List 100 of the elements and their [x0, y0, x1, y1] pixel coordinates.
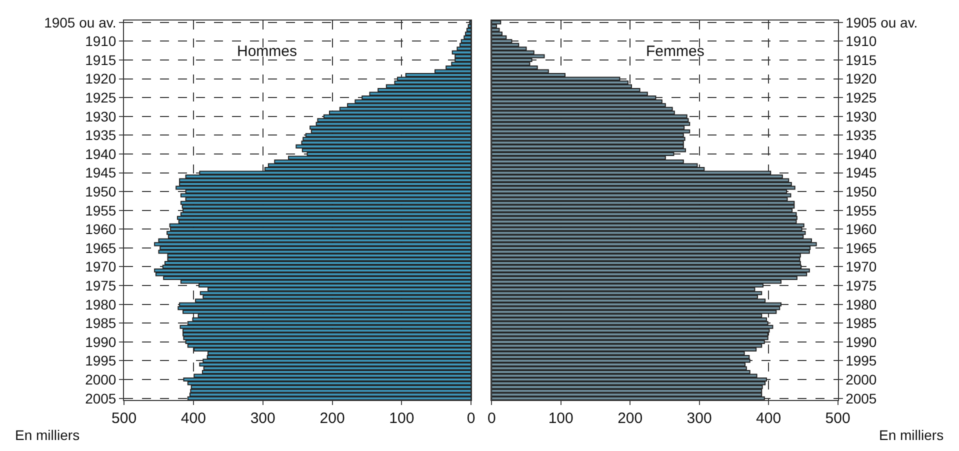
y-tick-label: 1950 [85, 183, 116, 200]
y-tick-label: 1915 [846, 52, 877, 68]
y-tick-label: 1975 [846, 277, 877, 294]
y-tick-label: 1970 [85, 258, 116, 275]
bar [492, 336, 768, 340]
y-tick-label: 1925 [846, 89, 877, 106]
x-tick-label: 400 [180, 410, 206, 428]
bar [492, 268, 810, 273]
y-tick-label: 1955 [846, 202, 877, 218]
y-tick-label: 1955 [85, 202, 116, 218]
bar [180, 212, 472, 216]
bar [492, 385, 763, 390]
bar [492, 396, 765, 400]
x-tick-label: 100 [389, 410, 414, 428]
bar [158, 250, 472, 254]
y-tick-label: 1925 [85, 89, 116, 106]
y-tick-label: 2005 [846, 390, 877, 406]
y-tick-label: 1910 [846, 33, 877, 50]
bar [310, 126, 472, 130]
y-tick-label: 1985 [846, 315, 877, 332]
bar [305, 133, 472, 138]
bar [492, 118, 689, 122]
bar [182, 204, 472, 209]
y-tick-label: 1915 [85, 52, 116, 68]
bar [492, 148, 686, 152]
y-tick-label: 2000 [846, 371, 877, 388]
bar [492, 80, 629, 85]
y-tick-label: 1995 [846, 352, 877, 369]
y-tick-label: 1980 [85, 296, 116, 312]
y-tick-label: 1935 [846, 127, 877, 144]
y-tick-label: 1995 [85, 352, 116, 369]
bar [268, 163, 472, 168]
bar [190, 385, 472, 390]
bar [492, 242, 817, 246]
bar [202, 358, 472, 363]
y-tick-label: 1965 [846, 240, 877, 256]
bar [492, 24, 497, 28]
y-tick-label: 1905 ou av. [846, 14, 918, 30]
y-tick-label: 2000 [85, 371, 116, 388]
x-axis-title: En milliers [879, 427, 944, 443]
bar [187, 396, 472, 400]
x-tick-label: 400 [756, 410, 782, 428]
bar [178, 306, 472, 310]
bar [492, 20, 502, 24]
bar [492, 212, 797, 216]
y-tick-label: 1950 [846, 183, 877, 200]
x-tick-label: 200 [618, 410, 643, 428]
bar [154, 242, 472, 246]
bar [454, 54, 472, 58]
bar [492, 291, 762, 296]
bar [167, 257, 472, 262]
bar [187, 344, 472, 348]
y-tick-label: 1965 [85, 240, 116, 256]
y-tick-label: 1960 [85, 221, 116, 238]
bar [492, 54, 545, 58]
y-tick-label: 1935 [85, 127, 116, 144]
bar [183, 378, 472, 382]
x-axis-title: En milliers [15, 427, 80, 443]
text: Femmes [646, 43, 704, 60]
y-tick-label: 1920 [846, 70, 877, 87]
bar [492, 227, 802, 232]
bar [179, 182, 472, 186]
x-tick-label: 300 [686, 410, 712, 428]
y-tick-label: 1945 [846, 164, 877, 181]
bar [492, 358, 750, 363]
bar [460, 39, 472, 44]
bar [492, 328, 770, 333]
bar [492, 32, 503, 36]
y-tick-label: 2005 [85, 390, 116, 406]
bar [492, 204, 795, 209]
y-tick-label: 1910 [85, 33, 116, 50]
y-tick-label: 1930 [846, 108, 877, 124]
bar [170, 227, 472, 232]
x-tick-label: 100 [548, 410, 574, 428]
y-tick-label: 1980 [846, 296, 877, 312]
bar [154, 268, 472, 273]
bar [465, 32, 472, 36]
bar [492, 392, 762, 397]
bar [182, 328, 472, 333]
bar [200, 291, 472, 296]
y-tick-label: 1945 [85, 164, 116, 181]
bar [492, 140, 684, 145]
x-tick-label: 200 [320, 410, 345, 428]
x-tick-label: 500 [112, 410, 137, 428]
y-tick-label: 1930 [85, 108, 116, 124]
y-tick-label: 1975 [85, 277, 116, 294]
y-tick-label: 1905 ou av. [44, 14, 116, 30]
y-tick-label: 1985 [85, 315, 116, 332]
bar [183, 336, 472, 340]
y-tick-label: 1970 [846, 258, 877, 275]
y-tick-label: 1960 [846, 221, 877, 238]
bar [492, 257, 800, 262]
bar [492, 306, 780, 310]
y-tick-label: 1920 [85, 70, 116, 87]
bar [464, 35, 472, 40]
y-tick-label: 1990 [85, 334, 116, 350]
text: Hommes [237, 43, 298, 60]
x-tick-label: 0 [466, 410, 476, 428]
y-tick-label: 1940 [85, 146, 116, 162]
bar [492, 250, 810, 254]
